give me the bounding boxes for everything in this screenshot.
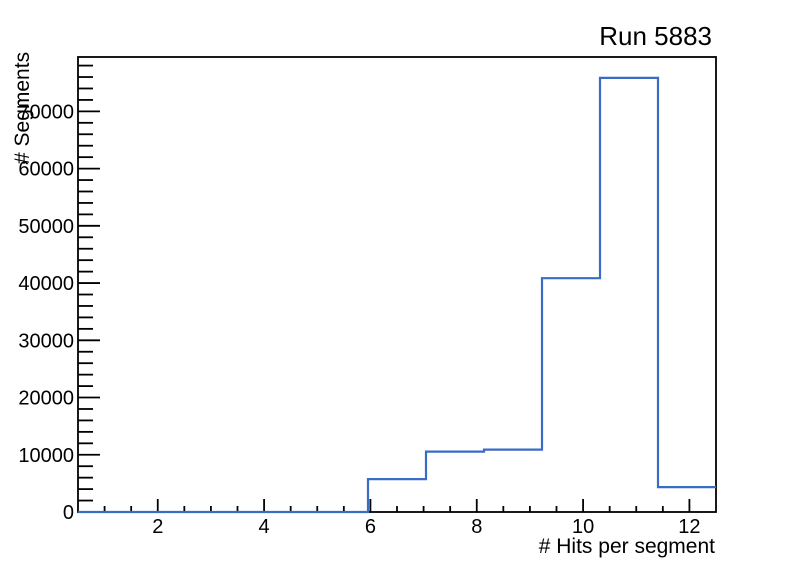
x-tick-label: 10 — [572, 516, 594, 538]
x-tick-label: 12 — [678, 516, 700, 538]
histogram-line — [78, 76, 716, 514]
x-tick-label: 2 — [152, 516, 163, 538]
y-tick-label: 10000 — [18, 445, 74, 467]
x-axis-title: # Hits per segment — [538, 535, 715, 558]
y-tick-label: 20000 — [18, 388, 74, 410]
plot-frame — [77, 56, 717, 513]
x-tick-label: 8 — [471, 516, 482, 538]
y-axis-title: # Segments — [11, 51, 34, 164]
y-tick-label: 0 — [63, 502, 74, 524]
x-tick-label: 6 — [365, 516, 376, 538]
y-tick-label: 50000 — [18, 216, 74, 238]
y-tick-label: 70000 — [18, 101, 74, 123]
plot-title: Run 5883 — [599, 21, 712, 51]
x-tick-label: 4 — [259, 516, 270, 538]
y-tick-label: 30000 — [18, 330, 74, 352]
y-tick-label: 60000 — [18, 159, 74, 181]
y-tick-label: 40000 — [18, 273, 74, 295]
